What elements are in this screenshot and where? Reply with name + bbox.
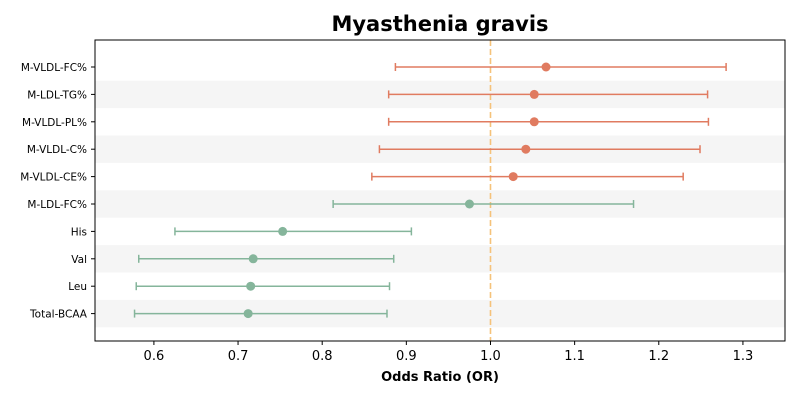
ci-marker (133, 309, 388, 319)
y-tick-label: M-VLDL-C% (27, 144, 87, 156)
or-point (521, 144, 531, 154)
x-tick-label: 1.3 (733, 349, 754, 364)
x-tick-label: 0.6 (144, 349, 165, 364)
y-tick-label: Val (71, 254, 87, 266)
ci-marker (387, 117, 710, 127)
or-point (243, 309, 253, 319)
or-point (246, 281, 256, 291)
or-point (529, 89, 539, 99)
ci-marker (135, 281, 391, 291)
y-axis: M-VLDL-FC% M-LDL-TG% M-VLDL-PL% M-VLDL-C% M-… (20, 62, 95, 321)
ci-marker (332, 199, 635, 209)
ci-marker (138, 254, 395, 264)
y-tick-label: M-LDL-FC% (27, 199, 87, 211)
x-tick-label: 1.0 (480, 349, 501, 364)
y-tick-label: M-VLDL-CE% (20, 172, 87, 184)
ci-marker (394, 62, 727, 72)
or-point (248, 254, 258, 264)
chart-title: Myasthenia gravis (331, 12, 548, 36)
x-tick-label: 0.7 (228, 349, 249, 364)
y-tick-label: M-VLDL-PL% (22, 117, 87, 129)
plot-frame (94, 39, 786, 342)
ci-marker (378, 144, 701, 154)
y-tick-label: Total-BCAA (29, 309, 88, 321)
x-axis: 0.6 0.7 0.8 0.9 1.0 1.1 1.2 1.3 (144, 341, 754, 364)
or-point (529, 117, 539, 127)
ci-marker (174, 226, 413, 236)
x-tick-label: 0.9 (396, 349, 417, 364)
plot-markers (133, 62, 727, 319)
ci-marker (387, 89, 709, 99)
y-tick-label: M-VLDL-FC% (21, 62, 87, 74)
or-point (508, 172, 518, 182)
x-axis-label: Odds Ratio (OR) (381, 370, 499, 385)
ci-marker (371, 172, 684, 182)
or-point (541, 62, 551, 72)
x-tick-label: 1.2 (648, 349, 669, 364)
y-tick-label: His (71, 226, 87, 238)
x-tick-label: 1.1 (564, 349, 585, 364)
y-tick-label: Leu (68, 281, 87, 293)
x-tick-label: 0.8 (312, 349, 333, 364)
or-point (278, 226, 288, 236)
or-point (464, 199, 474, 209)
y-tick-label: M-LDL-TG% (27, 89, 87, 101)
